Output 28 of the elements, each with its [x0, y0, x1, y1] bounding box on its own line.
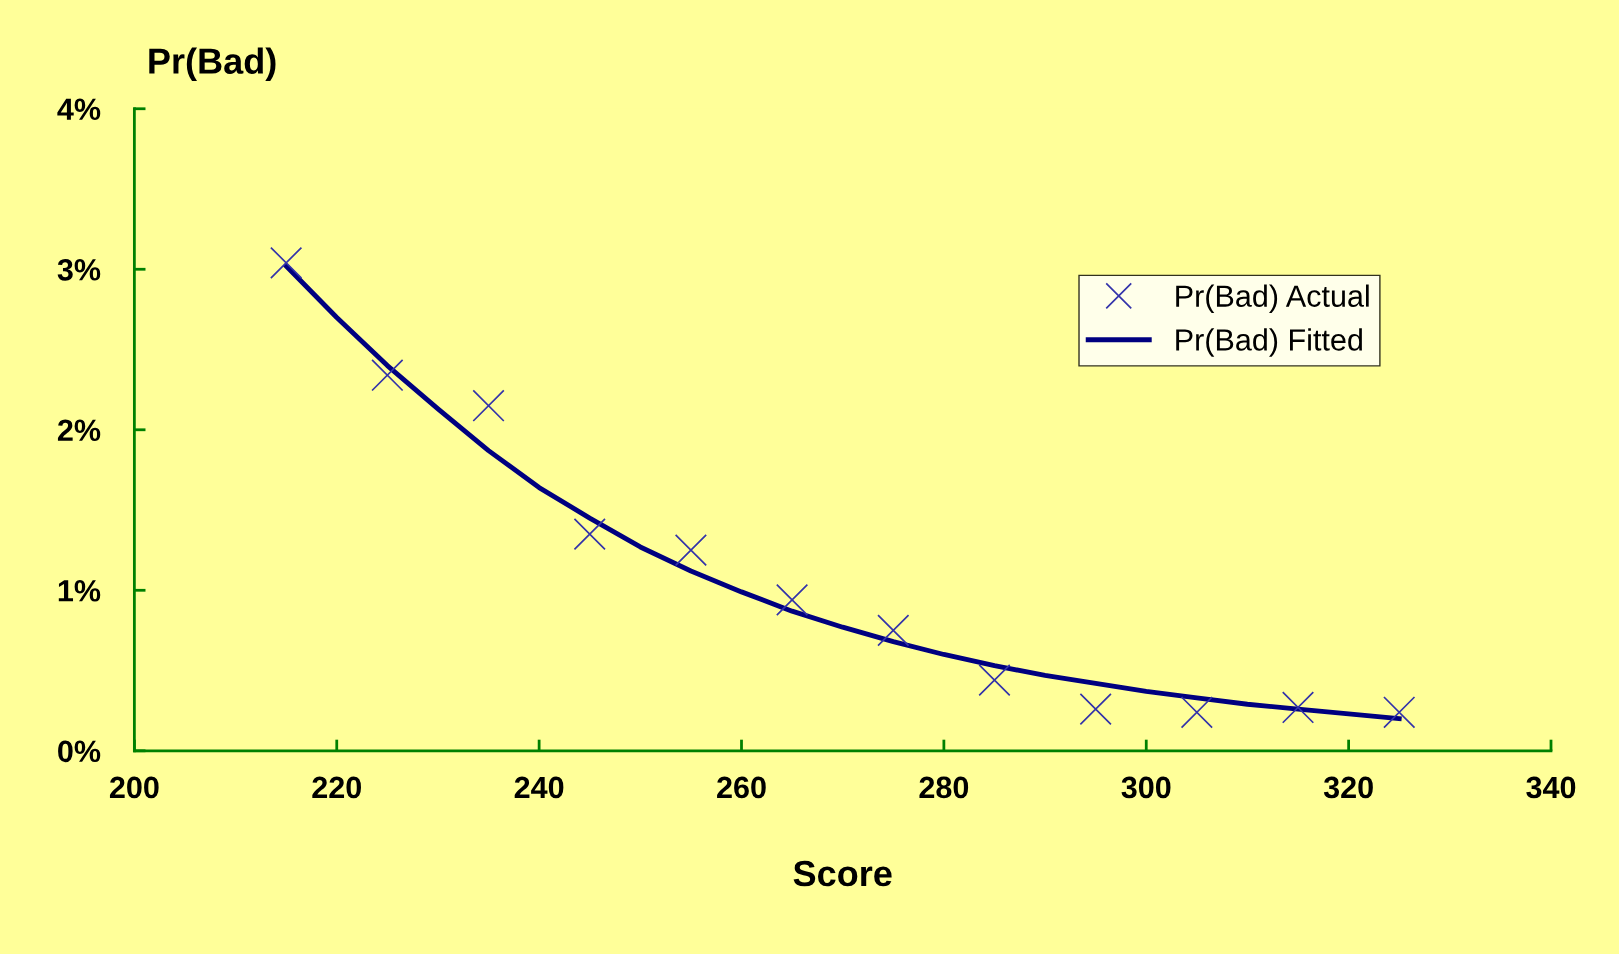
y-tick-label: 4% — [57, 98, 101, 121]
point — [877, 614, 910, 647]
x-tick-label: 200 — [109, 776, 159, 799]
point — [472, 389, 505, 422]
y-tick-label: 1% — [58, 580, 101, 602]
point — [270, 246, 303, 279]
x-tick-label: 240 — [514, 776, 564, 799]
point — [573, 517, 606, 551]
point — [978, 664, 1011, 697]
x-axis-title: Score — [793, 860, 892, 887]
x-tick-label: 320 — [1323, 776, 1373, 799]
y-tick-label: 0% — [58, 740, 101, 763]
point — [1079, 692, 1112, 726]
y-tick-label: 2% — [57, 419, 101, 442]
y-tick-label: 3% — [57, 259, 101, 281]
point — [1180, 696, 1213, 729]
point — [674, 534, 708, 567]
point — [371, 359, 404, 392]
legend-label: Pr(Bad) Actual — [1176, 284, 1369, 313]
x-tick-label: 340 — [1526, 776, 1576, 799]
y-axis-title: Pr(Bad) — [149, 47, 276, 82]
x-tick-label: 220 — [312, 776, 361, 799]
x-tick-label: 300 — [1121, 776, 1171, 799]
point — [1383, 696, 1416, 729]
x-tick-label: 260 — [717, 776, 766, 799]
legend-label: Pr(Bad) Fitted — [1176, 328, 1362, 357]
point — [775, 583, 809, 617]
x-tick-label: 280 — [919, 776, 969, 799]
